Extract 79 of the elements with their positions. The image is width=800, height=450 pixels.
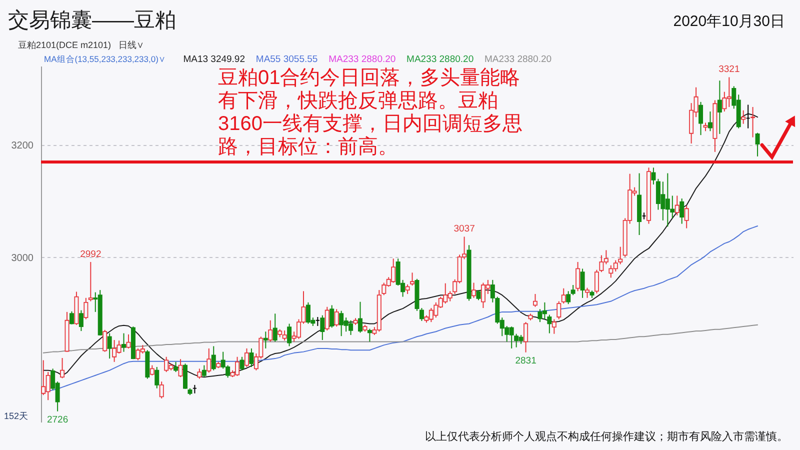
candlestick [324,306,330,331]
candlestick [594,269,599,294]
candlestick [320,314,325,341]
candlestick [750,106,756,138]
candlestick [410,272,415,286]
candlestick [708,110,712,132]
candlestick [547,314,552,334]
candlestick [206,348,212,374]
candlestick [159,381,164,399]
candlestick [102,329,108,352]
candlestick [576,261,580,292]
candlestick [211,346,216,371]
candlestick [183,363,188,390]
annotation: 3037 [454,224,475,235]
candlestick [674,195,680,216]
candlestick [154,366,160,389]
candlestick [272,313,278,342]
candlestick [78,310,84,332]
candlestick [178,358,183,378]
candlestick [651,167,656,185]
candlestick [698,101,704,136]
candlestick [552,318,556,334]
candlestick [197,368,202,380]
candlestick [684,205,689,229]
candlestick [174,361,178,373]
candlestick [570,284,576,296]
candlestick [472,282,476,298]
candlestick [680,198,684,224]
legend-label: MA233 2880.20 [406,54,474,65]
candlestick [249,348,254,368]
candlestick [717,80,722,134]
text: 以上仅代表分析师个人观点不构成任何操作建议；期市有风险入市需谨慎。 [425,430,788,443]
candlestick [287,323,292,347]
candlestick [532,293,538,308]
y-tick-label: 3200 [11,140,34,152]
candlestick [476,290,481,301]
candlestick [367,328,372,342]
candlestick [150,364,154,376]
candlestick [126,334,131,349]
candlestick [263,331,268,349]
candlestick [330,304,334,328]
text: 日线∨ [118,40,144,50]
candlestick [122,332,126,352]
annotation: 豆粕01合约今日回落，多头量能略有下滑，快跌抢反弹思路。豆粕3160一线有支撑，日内回调短多思路，目标位：前高。 [218,67,522,158]
text: MA55 3055.55 [256,54,318,65]
candlestick [556,300,562,320]
candlestick [618,246,623,265]
annotation: 3321 [718,64,740,76]
chart-title: 交易锦囊——豆粕 [8,9,176,32]
candlestick [524,322,528,353]
text: 豆粕2101(DCE m2101) [18,40,112,50]
legend-label: MA233 2880.20 [328,54,396,65]
candlestick [244,348,249,368]
candlestick [84,297,88,320]
candlestick [334,308,339,328]
text: MA13 3249.92 [183,54,245,65]
text: MA233 2880.20 [484,54,552,65]
candlestick [60,357,65,379]
text: 152天 [4,411,28,421]
candlestick [755,132,760,157]
candlestick [561,288,566,304]
y-tick-label: 3000 [11,252,34,264]
candlestick [202,364,206,378]
candlestick [88,261,93,302]
candlestick [405,284,410,294]
candlestick [268,320,273,342]
candlestick [69,310,74,325]
candlestick [358,301,362,334]
annotation: 2831 [515,355,536,366]
candlestick [566,290,571,305]
legend-title: MA组合(13,55,233,233,233,0)∨ [44,54,166,64]
candlestick [240,356,244,371]
candlestick [107,332,112,360]
annotation: 2992 [80,248,102,260]
chart-subtitle: 2020年10月30日 [673,13,785,30]
candlestick [585,287,590,298]
candlestick [580,268,585,298]
annotation: 2726 [46,414,68,426]
candlestick [741,110,746,124]
